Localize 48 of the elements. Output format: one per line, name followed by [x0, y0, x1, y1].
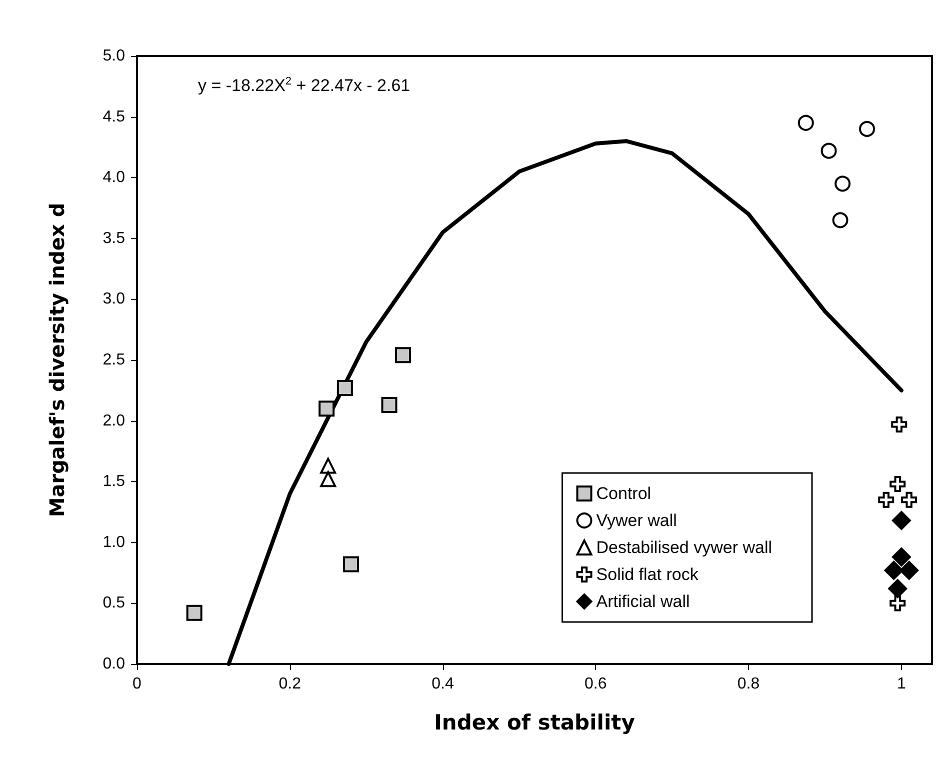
point — [343, 556, 360, 572]
y-tick-label: 3.5 — [102, 230, 126, 247]
point — [832, 212, 848, 228]
x-tick-label: 0.8 — [737, 676, 760, 692]
legend-label: Artificial wall — [596, 592, 690, 611]
point — [859, 120, 876, 137]
point — [892, 547, 911, 566]
y-tick-label: 4.5 — [102, 108, 126, 126]
y-tick-label: 2.5 — [102, 352, 126, 368]
line-series — [226, 139, 904, 666]
point — [834, 176, 851, 192]
point — [884, 560, 904, 580]
point — [890, 476, 906, 492]
legend-label: Destabilised vywer wall — [596, 538, 772, 557]
point — [318, 400, 335, 417]
y-axis-title: Margalef's diversity index d — [45, 202, 69, 518]
point — [320, 471, 336, 488]
x-tick-label: 0.4 — [432, 676, 454, 692]
point — [890, 595, 906, 612]
point — [892, 511, 911, 530]
x-tick-label: 0 — [132, 676, 142, 692]
point — [900, 560, 919, 580]
x-tick-label: 0.2 — [278, 676, 302, 692]
x-tick-label: 1 — [896, 676, 906, 692]
legend-label: Vywer wall — [596, 511, 677, 530]
point — [336, 380, 353, 396]
point — [901, 492, 918, 508]
y-tick-label: 1.5 — [102, 473, 126, 490]
point — [798, 114, 814, 131]
legend-label: Control — [596, 484, 652, 503]
y-tick-label: 0.5 — [102, 594, 126, 612]
y-tick-label: 4.0 — [102, 169, 126, 186]
legend-label: Solid flat rock — [596, 565, 699, 584]
point — [888, 579, 908, 598]
y-tick-label: 5.0 — [102, 48, 126, 64]
y-tick-label: 0.0 — [102, 656, 126, 672]
point — [381, 396, 398, 413]
y-tick-label: 2.0 — [102, 412, 126, 430]
point — [395, 347, 412, 364]
x-axis-title: Index of stability — [434, 710, 636, 734]
point — [186, 604, 202, 621]
y-tick-label: 1.0 — [102, 534, 126, 551]
point — [320, 458, 336, 474]
point — [820, 142, 837, 159]
y-tick-label: 3.0 — [102, 290, 126, 308]
x-tick-label: 0.6 — [584, 676, 607, 692]
point — [891, 416, 908, 432]
point — [878, 492, 894, 508]
